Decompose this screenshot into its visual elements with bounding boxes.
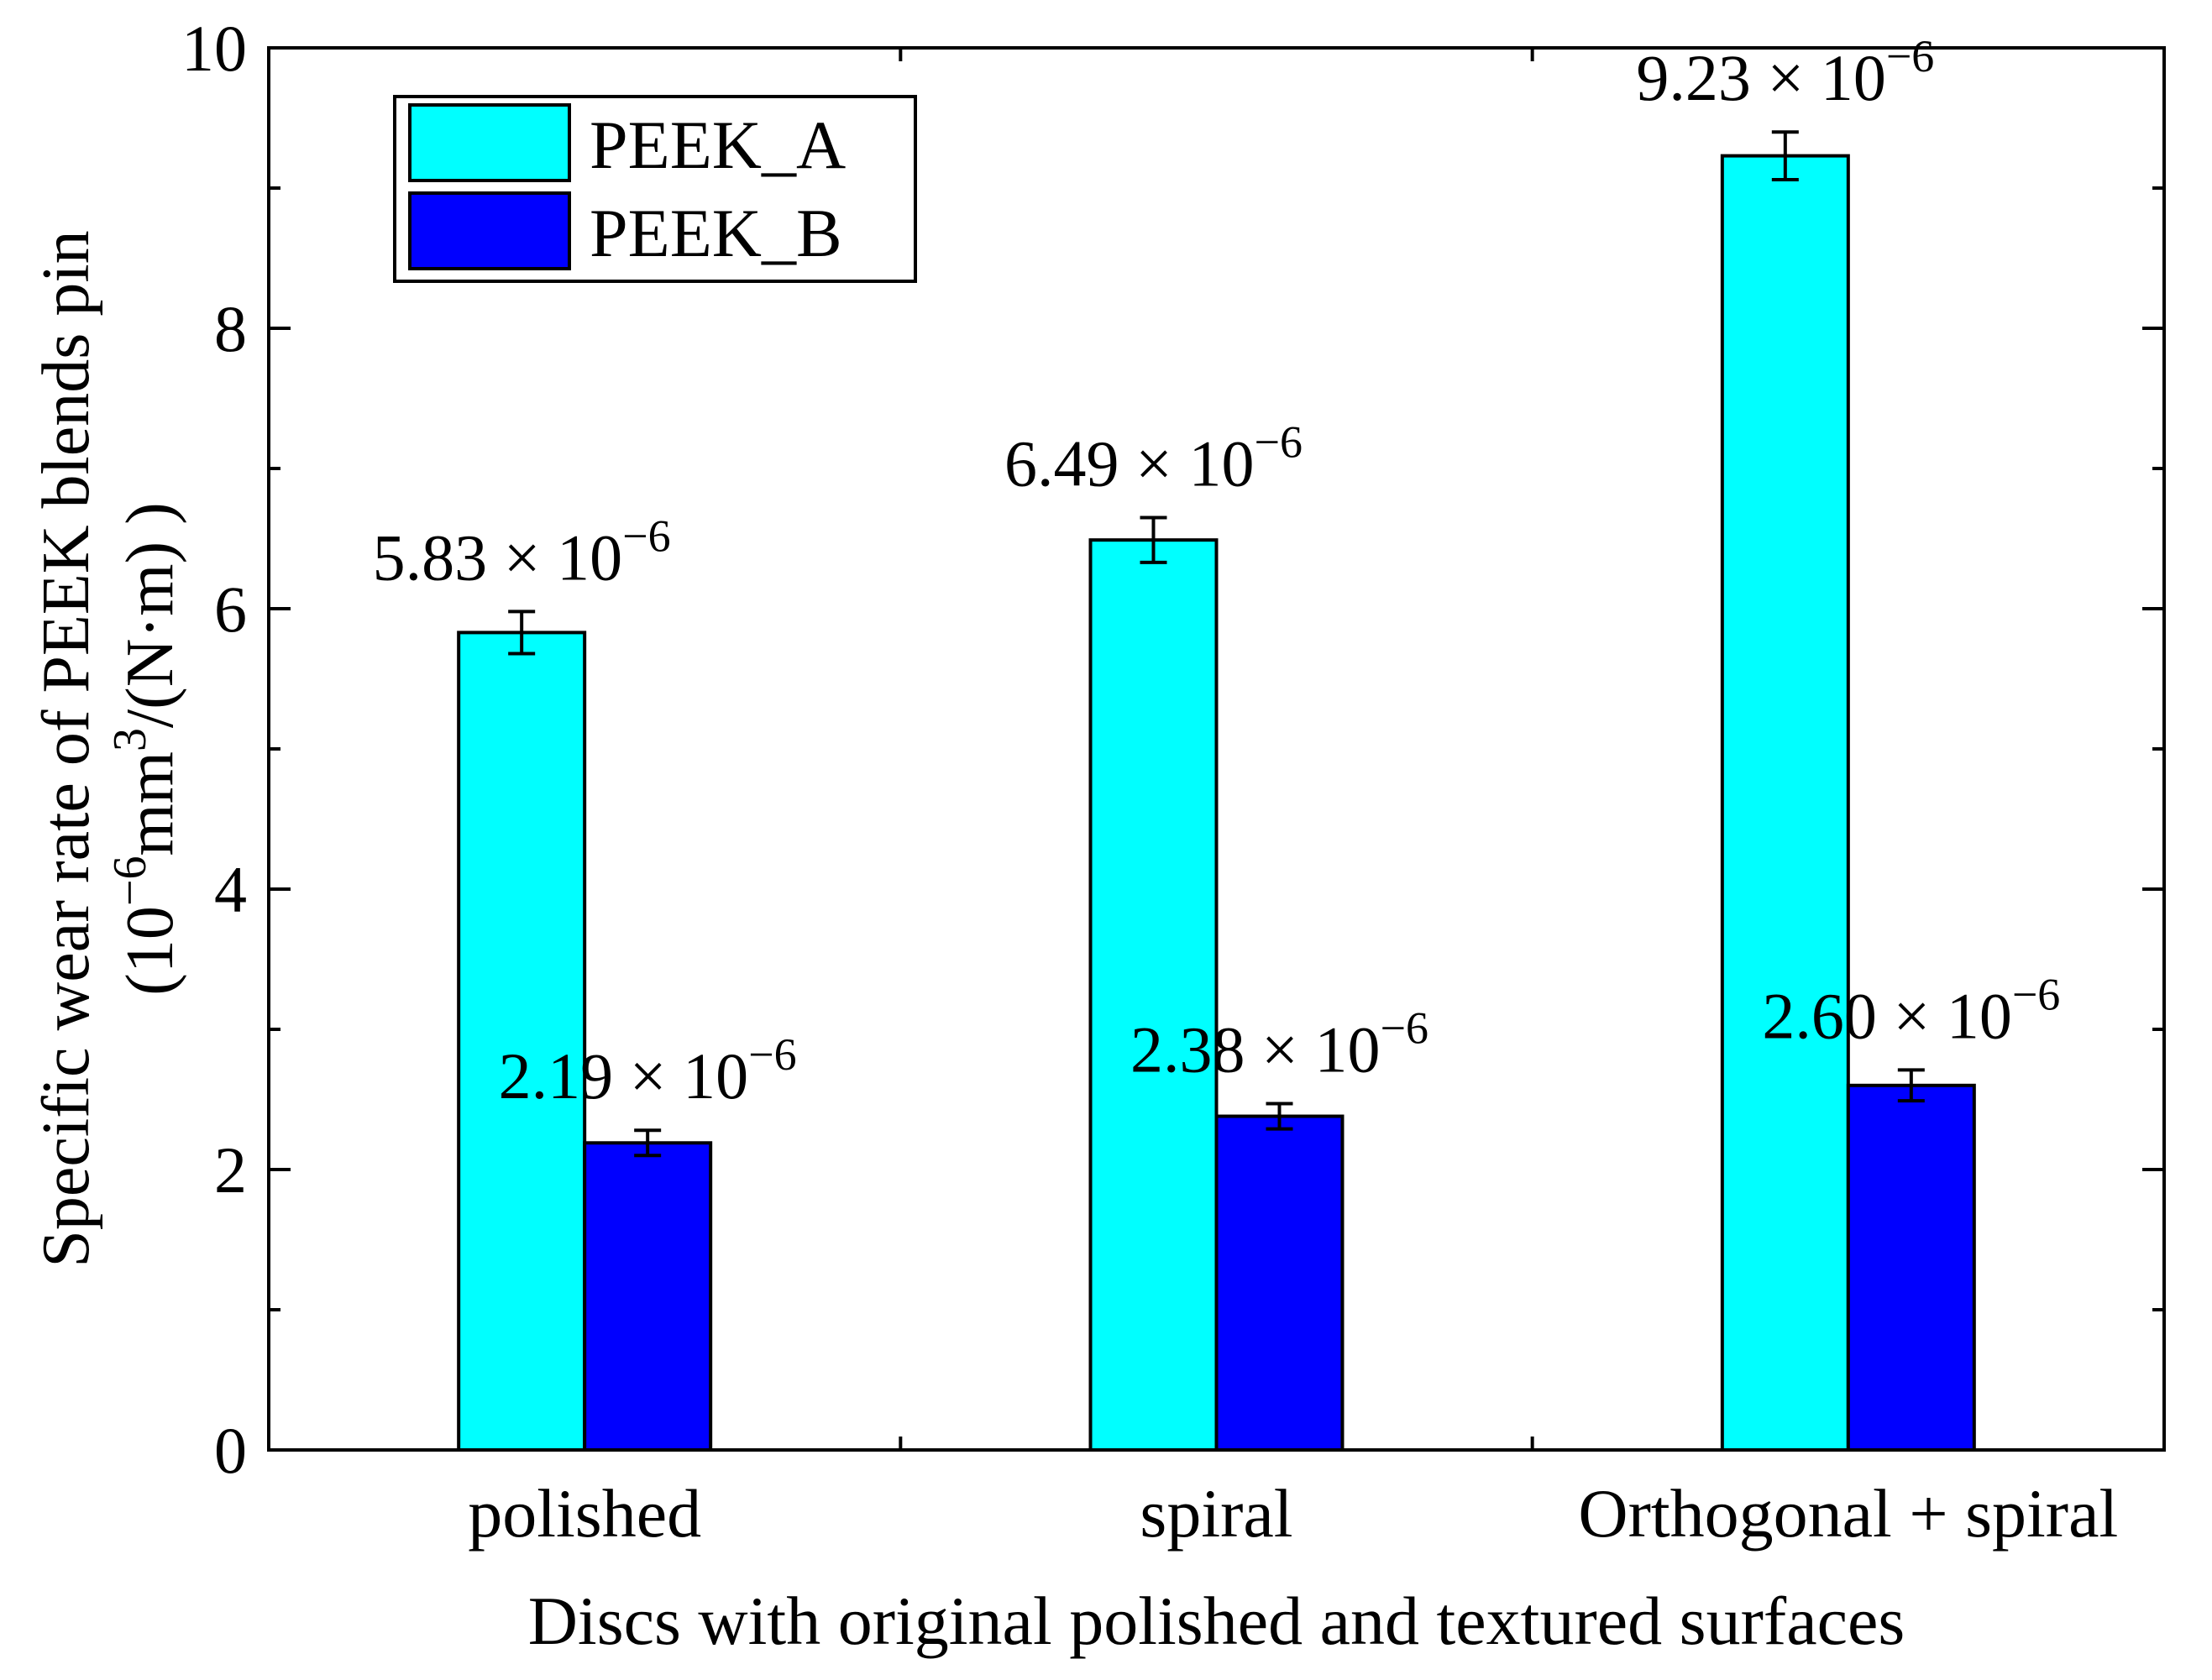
legend-swatch-peek-a: [408, 103, 571, 182]
data-label-peek-b-0: 2.19 × 10−6: [499, 1029, 797, 1112]
data-label-peek-a-1: 6.49 × 10−6: [1004, 416, 1303, 500]
data-label-peek-b-1: 2.38 × 10−6: [1130, 1003, 1428, 1086]
legend: PEEK_A PEEK_B: [393, 95, 917, 283]
y-axis-label-line-2: (10−6mm3/(N·m) ): [104, 502, 187, 995]
x-tick-label: spiral: [1140, 1475, 1292, 1552]
y-tick-label: 2: [214, 1133, 247, 1206]
chart-marks: 5.83 × 10−6 6.49 × 10−6 9.23 × 10−6 2.19 × …: [373, 31, 2060, 1452]
x-axis-label: Discs with original polished and texture…: [528, 1583, 1905, 1659]
error-bar-peek-b-2: [1897, 1068, 1925, 1103]
x-tick-label: Orthogonal + spiral: [1578, 1475, 2118, 1552]
y-axis-label-unit: mm: [113, 751, 187, 856]
error-bar-peek-a-0: [508, 610, 536, 656]
y-tick-label: 4: [214, 853, 247, 926]
y-tick-label: 0: [214, 1414, 247, 1487]
y-axis-label-open: (10: [113, 906, 187, 996]
bar-peek-a-1: [1088, 538, 1219, 1452]
y-tick-label: 10: [181, 12, 247, 85]
data-label-peek-b-2: 2.60 × 10−6: [1762, 969, 2060, 1052]
error-bar-peek-b-0: [634, 1128, 662, 1158]
bar-peek-a-2: [1720, 154, 1850, 1452]
x-tick-label: polished: [468, 1475, 701, 1552]
y-axis-label-unit-exponent: 3: [104, 728, 156, 751]
y-tick-label: 8: [214, 292, 247, 365]
legend-label-peek-b: PEEK_B: [590, 195, 842, 271]
data-label-peek-a-2: 9.23 × 10−6: [1636, 31, 1934, 114]
legend-swatch-peek-b: [408, 191, 571, 270]
error-bar-peek-a-1: [1140, 516, 1167, 564]
bar-peek-a-0: [457, 631, 587, 1452]
chart-axes: 0 2 4 6 8 10 polished spiral Orthogonal + spiral: [181, 12, 2166, 1552]
error-bar-peek-b-1: [1266, 1102, 1293, 1131]
y-axis-label-close: /(N·m) ): [113, 502, 187, 728]
data-label-peek-a-0: 5.83 × 10−6: [373, 510, 671, 594]
legend-label-peek-a: PEEK_A: [590, 107, 846, 183]
y-tick-label: 6: [214, 573, 247, 646]
y-axis-label-line-1: Specific wear rate of PEEK blends pin: [29, 230, 103, 1267]
bar-peek-b-2: [1846, 1083, 1976, 1452]
y-axis-label-exponent: −6: [104, 856, 156, 907]
bar-peek-b-1: [1214, 1114, 1344, 1452]
error-bar-peek-a-2: [1771, 130, 1799, 181]
bar-peek-b-0: [583, 1141, 713, 1452]
